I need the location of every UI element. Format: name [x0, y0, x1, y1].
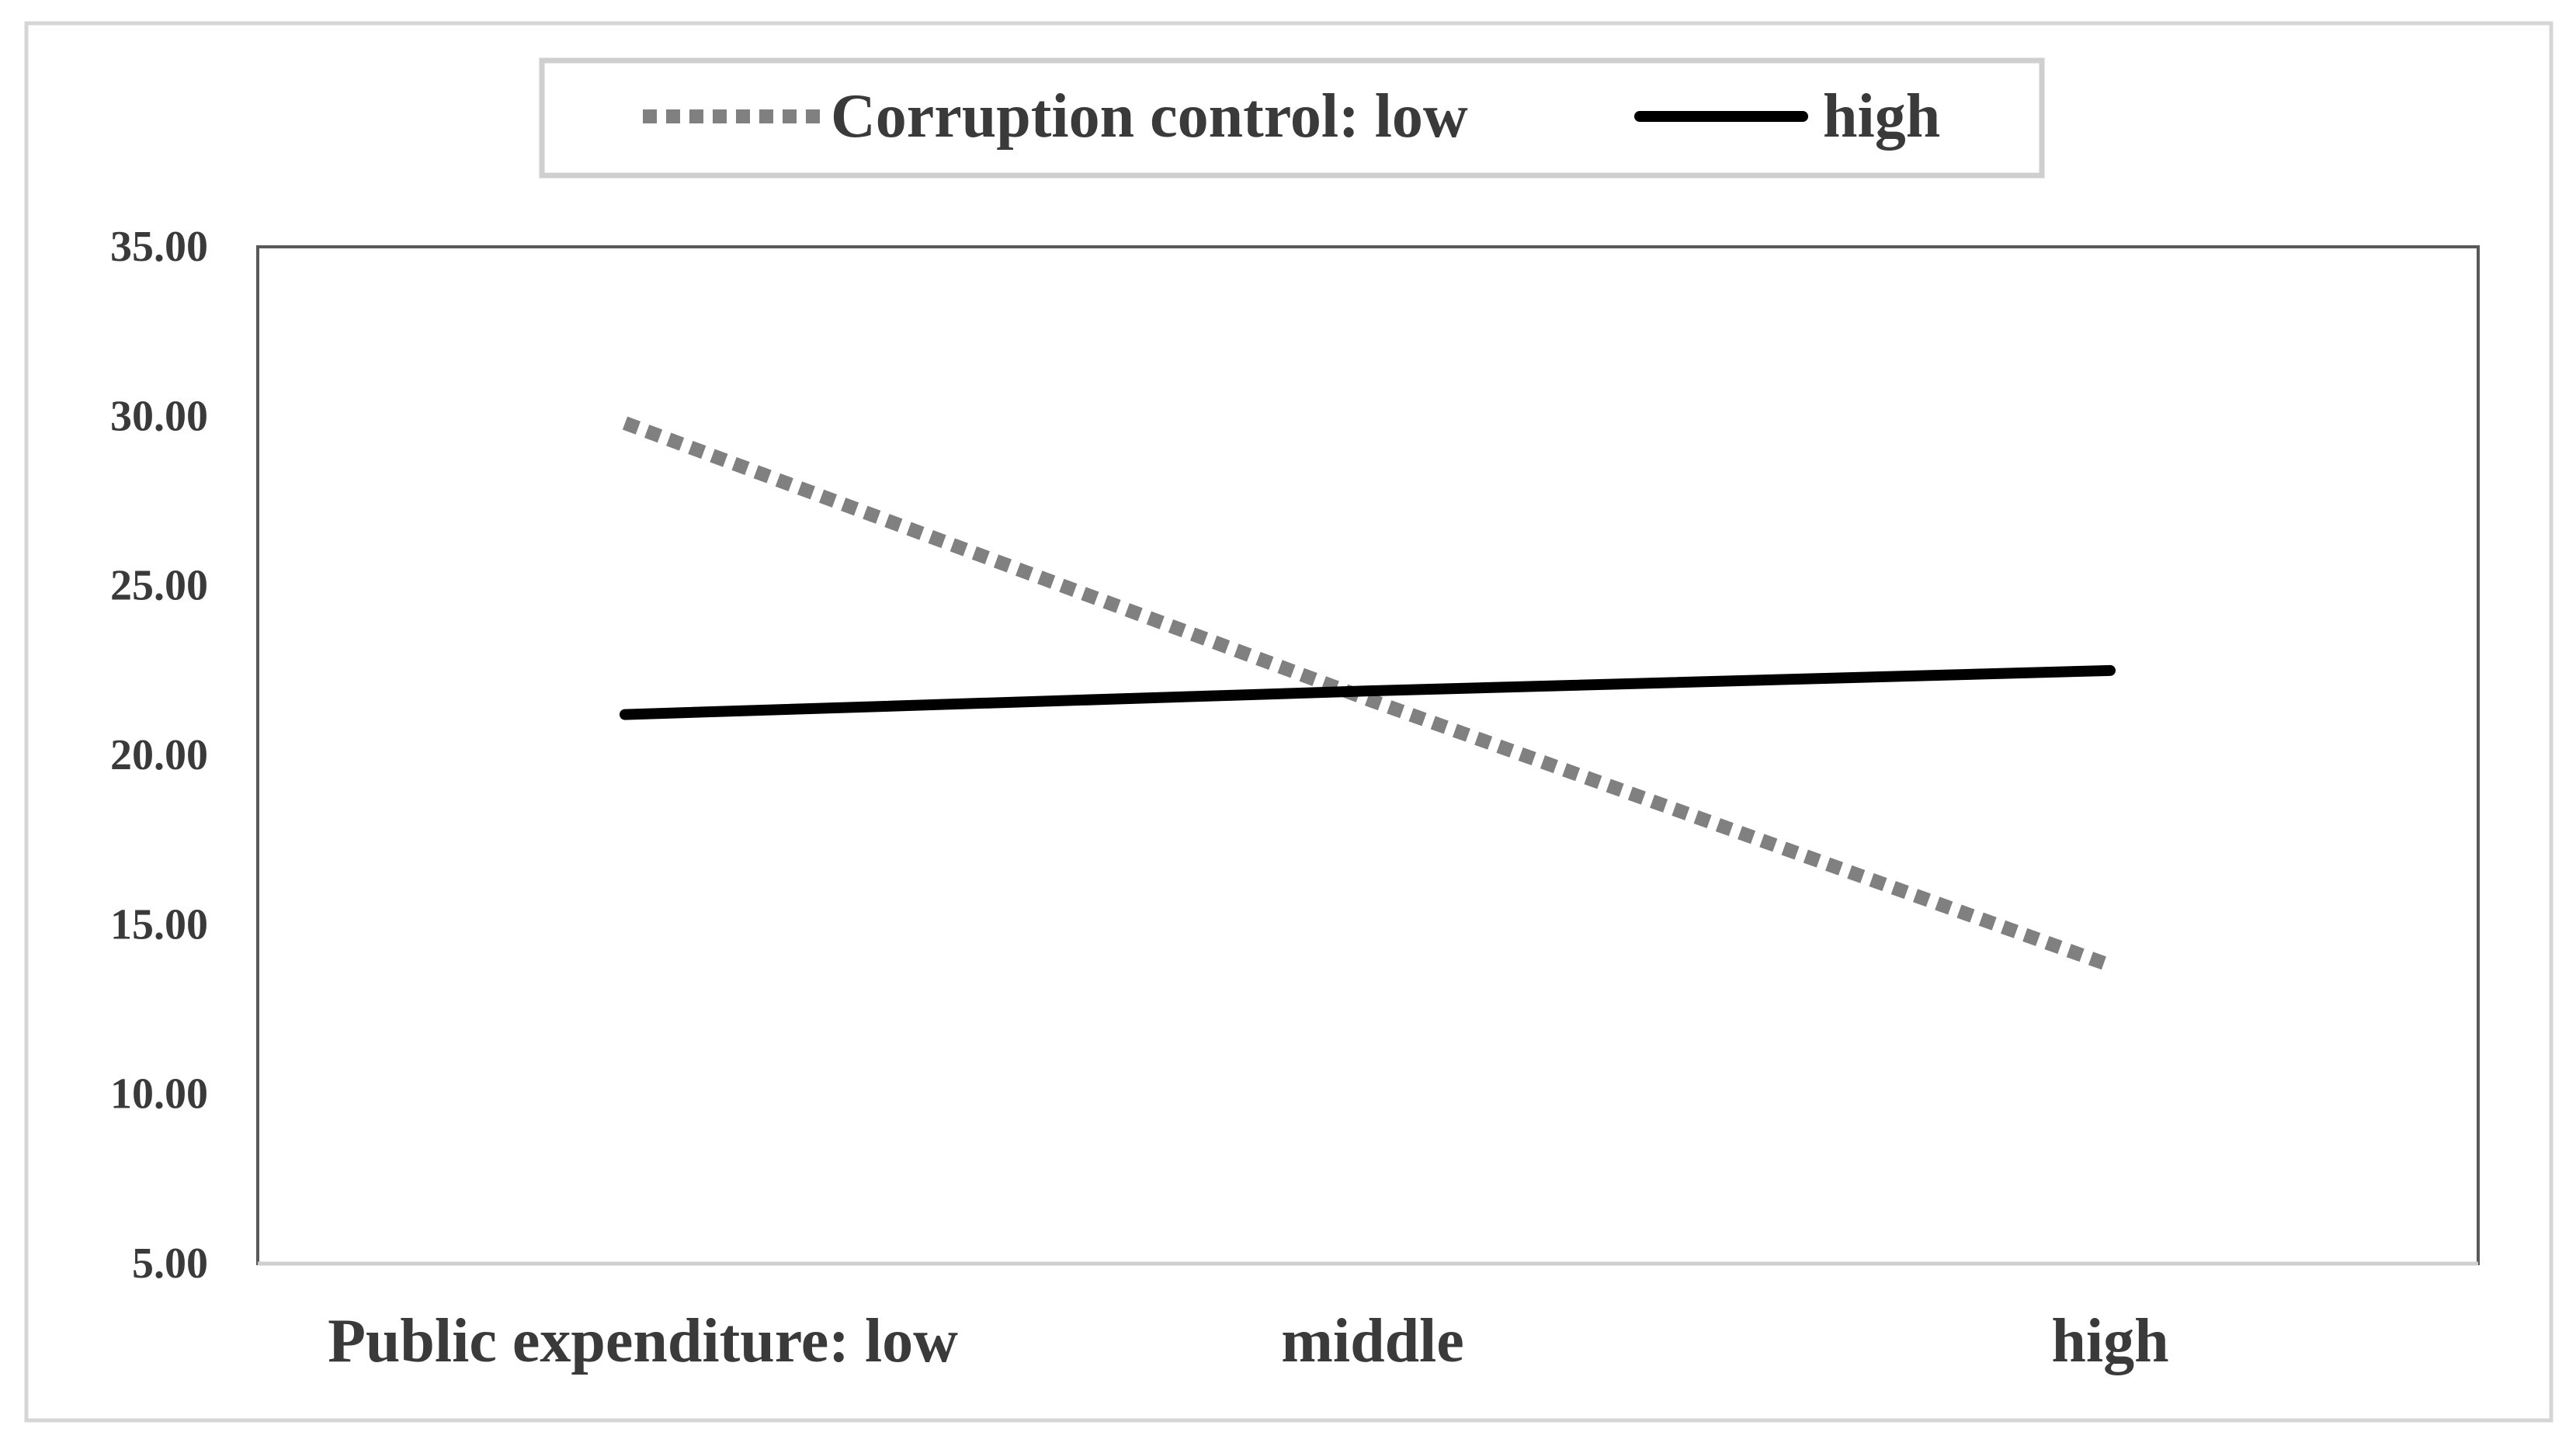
plot-area [256, 245, 2480, 1265]
y-tick-label: 25.00 [110, 562, 208, 610]
x-category-label: high [2051, 1307, 2168, 1375]
y-tick-label: 10.00 [110, 1070, 208, 1118]
legend-label-high: high [1823, 82, 1940, 151]
series-line-corruption-low [622, 416, 2113, 973]
x-category-label: middle [1281, 1307, 1464, 1375]
y-tick-label: 35.00 [110, 223, 208, 271]
legend: Corruption control: low high [539, 57, 2045, 179]
y-tick-label: 20.00 [110, 731, 208, 779]
y-tick-label: 30.00 [110, 392, 208, 440]
legend-label-corruption-low: Corruption control: low [831, 82, 1468, 151]
y-axis-ticks: 5.00 10.00 15.00 20.00 25.00 30.00 35.00 [110, 223, 208, 1288]
x-axis-labels: Public expenditure: low middle high [328, 1307, 2169, 1375]
series-line-high [620, 664, 2116, 720]
x-category-label: Public expenditure: low [328, 1307, 958, 1375]
series-layer [620, 416, 2116, 973]
y-tick-label: 15.00 [110, 900, 208, 948]
y-tick-label: 5.00 [132, 1240, 208, 1288]
